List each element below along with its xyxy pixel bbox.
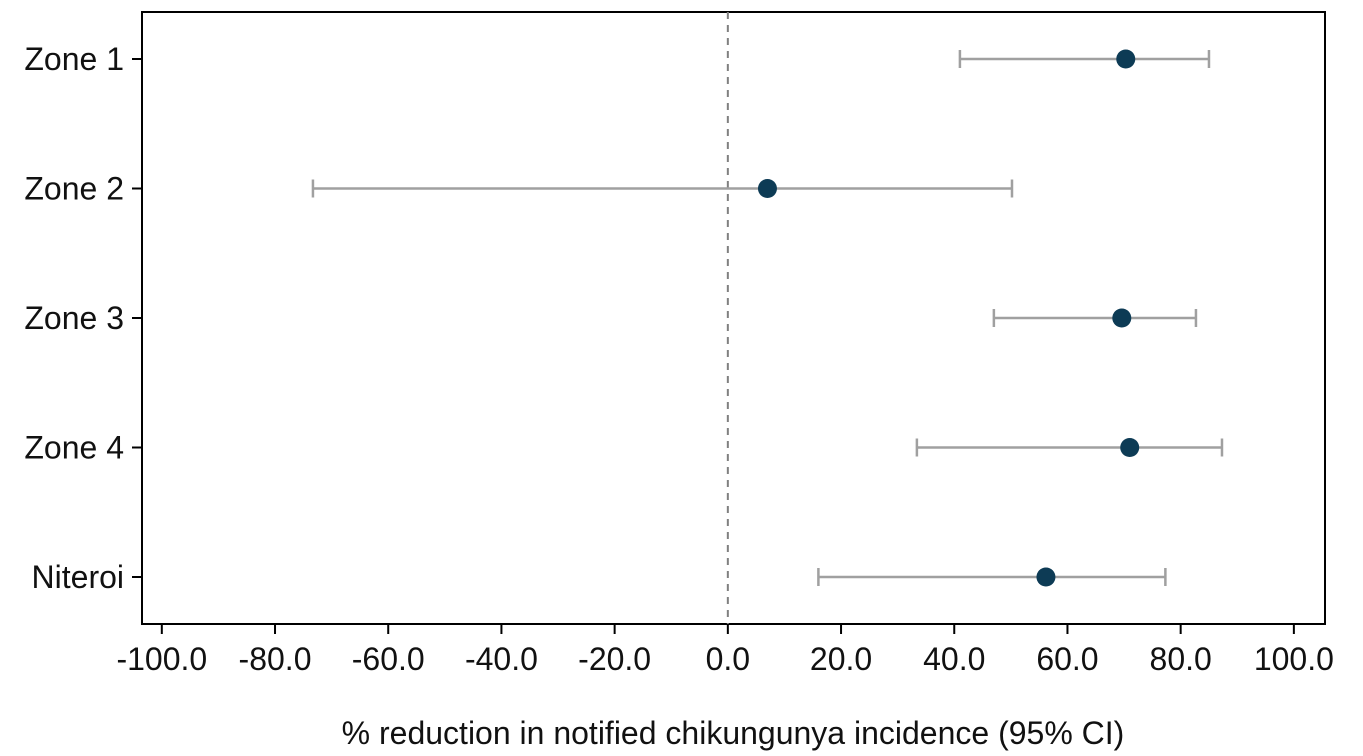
x-tick-label: 20.0 [810, 641, 872, 677]
estimate-point [757, 179, 777, 198]
x-tick-label: 0.0 [706, 641, 750, 677]
x-axis-title: % reduction in notified chikungunya inci… [342, 715, 1125, 751]
y-tick-label: Niteroi [32, 559, 124, 595]
y-tick-label: Zone 4 [24, 430, 124, 466]
x-tick-label: -20.0 [578, 641, 651, 677]
x-tick-label: 60.0 [1036, 641, 1098, 677]
x-tick-label: 100.0 [1254, 641, 1334, 677]
estimate-point [1112, 308, 1132, 328]
x-tick-label: -80.0 [239, 641, 312, 677]
point-layer [757, 49, 1140, 587]
x-tick-label: -100.0 [116, 641, 207, 677]
estimate-point [1116, 49, 1136, 69]
x-tick-label: -40.0 [465, 641, 538, 677]
ci-layer [311, 50, 1224, 586]
y-tick-label: Zone 3 [24, 300, 124, 336]
y-tick-label: Zone 1 [24, 41, 124, 77]
x-tick-label: 40.0 [923, 641, 985, 677]
x-axis: -100.0 -80.0 -60.0 -40.0 -20.0 0.0 20.0 40.0 60.… [116, 624, 1334, 677]
x-tick-label: -60.0 [352, 641, 425, 677]
y-axis: Zone 1 Zone 2 Zone 3 Zone 4 Niteroi [24, 41, 142, 595]
estimate-point [1120, 438, 1140, 457]
y-tick-label: Zone 2 [24, 171, 124, 207]
estimate-point [1036, 567, 1056, 587]
x-tick-label: 80.0 [1150, 641, 1212, 677]
